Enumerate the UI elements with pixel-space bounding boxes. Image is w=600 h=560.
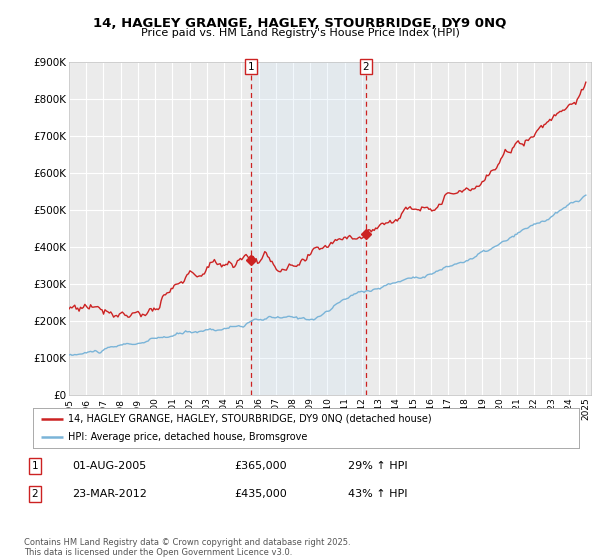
Text: 2: 2	[31, 489, 38, 499]
Text: Price paid vs. HM Land Registry's House Price Index (HPI): Price paid vs. HM Land Registry's House …	[140, 28, 460, 38]
Text: Contains HM Land Registry data © Crown copyright and database right 2025.
This d: Contains HM Land Registry data © Crown c…	[24, 538, 350, 557]
Text: 01-AUG-2005: 01-AUG-2005	[72, 461, 146, 471]
Text: 14, HAGLEY GRANGE, HAGLEY, STOURBRIDGE, DY9 0NQ: 14, HAGLEY GRANGE, HAGLEY, STOURBRIDGE, …	[94, 17, 506, 30]
Text: HPI: Average price, detached house, Bromsgrove: HPI: Average price, detached house, Brom…	[68, 432, 308, 442]
Bar	[251, 62, 366, 395]
Text: 43% ↑ HPI: 43% ↑ HPI	[348, 489, 407, 499]
Text: £365,000: £365,000	[234, 461, 287, 471]
Text: 1: 1	[31, 461, 38, 471]
Text: 2: 2	[362, 62, 369, 72]
Text: 23-MAR-2012: 23-MAR-2012	[72, 489, 147, 499]
Text: £435,000: £435,000	[234, 489, 287, 499]
Text: 14, HAGLEY GRANGE, HAGLEY, STOURBRIDGE, DY9 0NQ (detached house): 14, HAGLEY GRANGE, HAGLEY, STOURBRIDGE, …	[68, 414, 432, 423]
Text: 29% ↑ HPI: 29% ↑ HPI	[348, 461, 407, 471]
Text: 1: 1	[248, 62, 254, 72]
